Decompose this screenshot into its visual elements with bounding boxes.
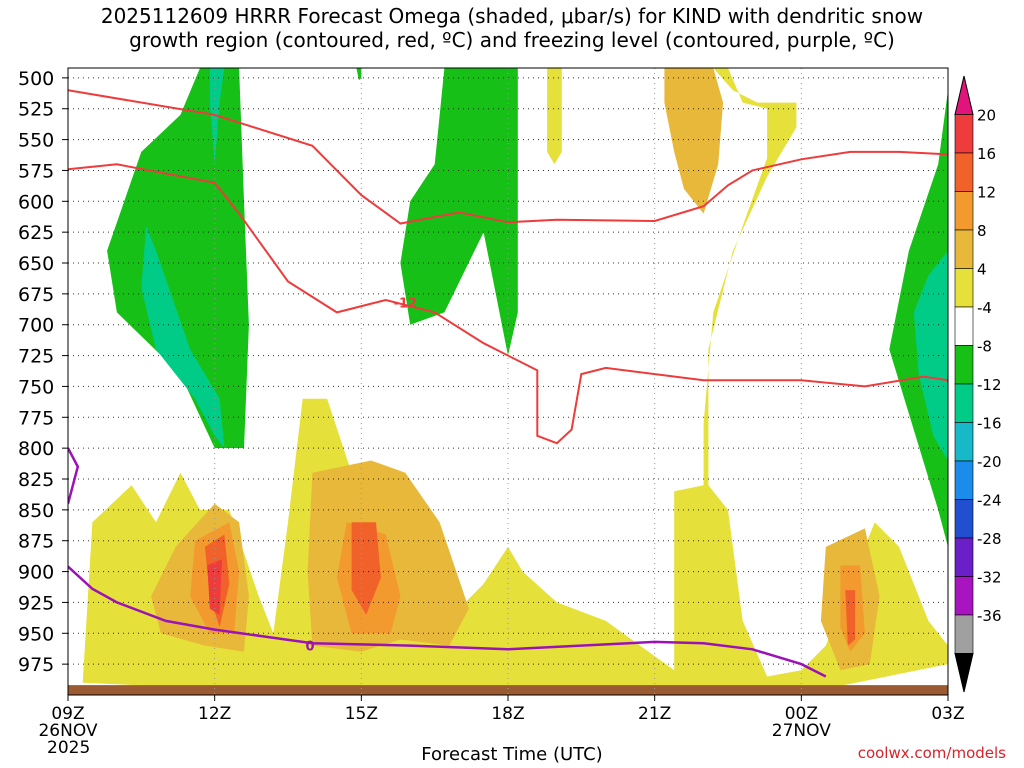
- omega-shading: [82, 68, 948, 689]
- y-tick-label-600: 600: [18, 191, 54, 213]
- x-axis-label: Forecast Time (UTC): [421, 744, 603, 765]
- x-tick-year-09Z: 2025: [47, 738, 90, 758]
- y-tick-label-775: 775: [18, 407, 54, 429]
- colorbar-label-13: -36: [977, 607, 1002, 625]
- freezing-level-contour: [68, 565, 827, 678]
- y-tick-label-525: 525: [18, 99, 54, 121]
- y-tick-label-800: 800: [18, 438, 54, 460]
- colorbar-swatch-2: [954, 152, 974, 192]
- colorbar-swatch-5: [954, 268, 974, 308]
- colorbar-swatch-12: [954, 537, 974, 577]
- y-tick-label-850: 850: [18, 500, 54, 522]
- colorbar-label-3: 8: [977, 222, 987, 240]
- y-tick-label-675: 675: [18, 284, 54, 306]
- colorbar-swatch-4: [954, 229, 974, 269]
- y-tick-label-650: 650: [18, 253, 54, 275]
- y-tick-label-575: 575: [18, 160, 54, 182]
- title-line-1: 2025112609 HRRR Forecast Omega (shaded, …: [100, 4, 924, 28]
- y-tick-label-825: 825: [18, 469, 54, 491]
- colorbar-swatch-8: [954, 383, 974, 423]
- y-tick-label-950: 950: [18, 623, 54, 645]
- y-tick-label-625: 625: [18, 222, 54, 244]
- x-tick-label-09Z: 09Z: [51, 704, 84, 724]
- chart-title: 2025112609 HRRR Forecast Omega (shaded, …: [0, 4, 1024, 52]
- title-line-2: growth region (contoured, red, ºC) and f…: [129, 28, 895, 52]
- colorbar-label-2: 12: [977, 184, 996, 202]
- colorbar-swatch-10: [954, 460, 974, 500]
- omega-region-19: [207, 559, 222, 615]
- y-axis: 500 525 550 575 600 625 650 675 700 725 750 775 800 8…: [18, 68, 68, 676]
- freezing-level-contour-left: [68, 447, 80, 505]
- dgz-contour-upper: [68, 89, 948, 225]
- omega-region-7: [82, 68, 948, 689]
- colorbar-label-7: -12: [977, 376, 1002, 394]
- colorbar-swatch-6: [954, 306, 974, 346]
- colorbar-label-10: -24: [977, 492, 1002, 510]
- y-tick-label-550: 550: [18, 130, 54, 152]
- dgz-contour-lower: [68, 163, 948, 445]
- omega-region-16: [351, 522, 381, 615]
- colorbar-label-9: -20: [977, 453, 1002, 471]
- y-tick-label-900: 900: [18, 562, 54, 584]
- x-tick-label-21Z: 21Z: [638, 704, 671, 724]
- omega-region-4: [356, 68, 362, 81]
- omega-region-6: [913, 250, 948, 461]
- colorbar: 20 16 12 8 4 -4 -8 -12 -16 -20 -24 -28 -32 -36: [954, 75, 1002, 693]
- y-tick-label-975: 975: [18, 654, 54, 676]
- colorbar-swatch-11: [954, 499, 974, 539]
- y-tick-label-750: 750: [18, 376, 54, 398]
- omega-region-8: [547, 68, 562, 165]
- colorbar-label-1: 16: [977, 145, 996, 163]
- colorbar-swatch-15: [954, 653, 974, 693]
- dgz-contour-label: -12: [394, 297, 418, 312]
- omega-region-2: [141, 226, 225, 449]
- colorbar-label-5: -4: [977, 299, 992, 317]
- colorbar-label-4: 4: [977, 261, 987, 279]
- colorbar-label-6: -8: [977, 338, 992, 356]
- colorbar-swatch-7: [954, 345, 974, 385]
- y-tick-label-700: 700: [18, 315, 54, 337]
- surface-ground: [68, 685, 948, 695]
- colorbar-label-8: -16: [977, 415, 1002, 433]
- freezing-level-label: 0: [305, 640, 314, 655]
- colorbar-swatch-3: [954, 191, 974, 231]
- omega-region-0: [107, 68, 249, 449]
- colorbar-swatch-14: [954, 614, 974, 654]
- colorbar-label-12: -32: [977, 569, 1002, 587]
- gridlines: [68, 68, 948, 695]
- colorbar-label-0: 20: [977, 107, 996, 125]
- y-tick-label-875: 875: [18, 531, 54, 553]
- x-tick-label-18Z: 18Z: [491, 704, 524, 724]
- colorbar-swatch-0: [954, 75, 974, 115]
- credit-link[interactable]: coolwx.com/models: [857, 744, 1006, 762]
- colorbar-swatch-1: [954, 114, 974, 154]
- colorbar-label-11: -28: [977, 530, 1002, 548]
- colorbar-swatch-13: [954, 576, 974, 616]
- contours: -12 0: [68, 89, 948, 678]
- x-tick-label-15Z: 15Z: [345, 704, 378, 724]
- omega-region-9: [664, 68, 724, 214]
- x-tick-label-03Z: 03Z: [931, 704, 964, 724]
- y-tick-label-925: 925: [18, 592, 54, 614]
- x-tick-label-12Z: 12Z: [198, 704, 231, 724]
- omega-region-18: [845, 590, 856, 646]
- y-tick-label-725: 725: [18, 346, 54, 368]
- x-tick-date-00Z: 27NOV: [772, 721, 831, 741]
- colorbar-swatch-9: [954, 422, 974, 462]
- y-tick-label-500: 500: [18, 68, 54, 90]
- x-tick-date-09Z: 26NOV: [38, 721, 97, 741]
- x-tick-label-00Z: 00Z: [785, 704, 818, 724]
